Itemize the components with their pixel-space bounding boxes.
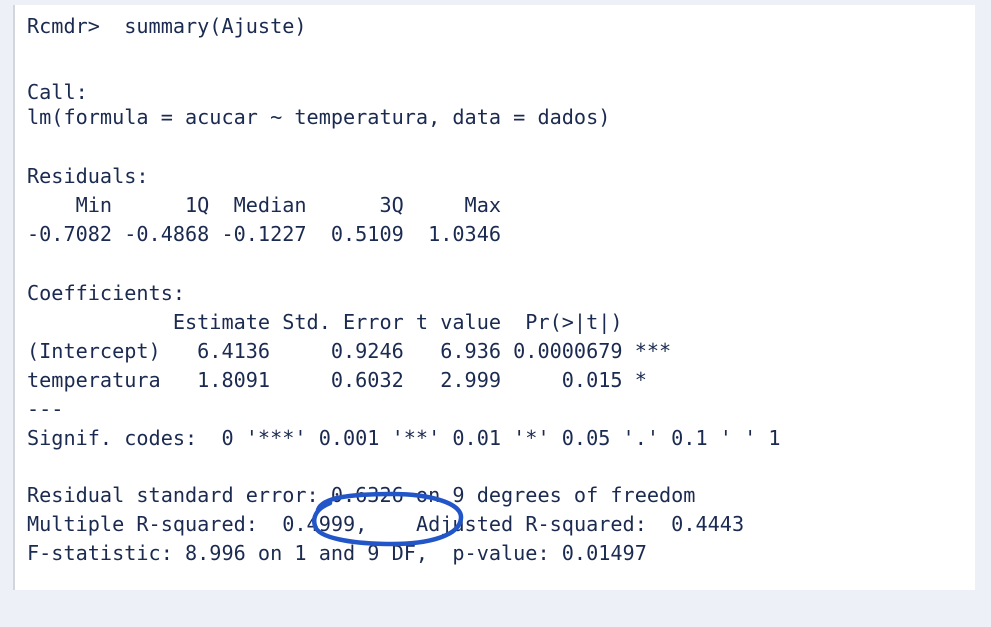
coefficients-header-row: Estimate Std. Error t value Pr(>|t|) (27, 310, 672, 334)
call-formula: lm(formula = acucar ~ temperatura, data … (27, 105, 611, 129)
console-prompt-line: Rcmdr> summary(Ajuste) (27, 14, 307, 38)
residuals-values-row: -0.7082 -0.4868 -0.1227 0.5109 1.0346 (27, 222, 514, 246)
residual-std-error-line: Residual standard error: 0.6326 on 9 deg… (27, 483, 696, 507)
separator-line: --- (27, 397, 64, 421)
f-statistic-line: F-statistic: 8.996 on 1 and 9 DF, p-valu… (27, 541, 647, 565)
coefficient-row-intercept: (Intercept) 6.4136 0.9246 6.936 0.000067… (27, 339, 672, 363)
coefficients-heading: Coefficients: (27, 281, 186, 305)
residuals-header-row: Min 1Q Median 3Q Max (27, 193, 514, 217)
coefficient-row-temperatura: temperatura 1.8091 0.6032 2.999 0.015 * (27, 368, 672, 392)
residuals-heading: Residuals: (27, 164, 149, 188)
r-console-output: Rcmdr> summary(Ajuste) Call: lm(formula … (13, 5, 975, 590)
signif-codes-line: Signif. codes: 0 '***' 0.001 '**' 0.01 '… (27, 426, 781, 450)
call-heading: Call: (27, 80, 88, 104)
r-squared-line: Multiple R-squared: 0.4999, Adjusted R-s… (27, 512, 757, 536)
